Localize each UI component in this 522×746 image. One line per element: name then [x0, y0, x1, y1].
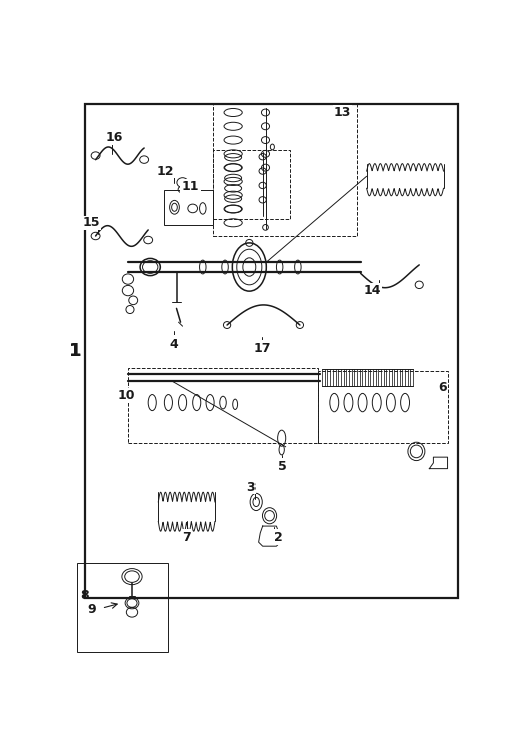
- Text: 11: 11: [181, 180, 198, 193]
- Text: 13: 13: [334, 107, 351, 120]
- Text: 3: 3: [246, 480, 255, 494]
- Text: 11: 11: [183, 181, 200, 194]
- Text: 7: 7: [182, 531, 191, 544]
- Text: 13: 13: [334, 106, 351, 119]
- Text: 17: 17: [254, 341, 271, 354]
- Text: 15: 15: [83, 216, 100, 229]
- Text: 12: 12: [157, 165, 174, 178]
- Text: 8: 8: [80, 589, 89, 601]
- Text: 14: 14: [364, 284, 382, 297]
- Text: 9: 9: [87, 603, 96, 616]
- Text: 6: 6: [438, 380, 447, 394]
- Text: 15: 15: [83, 216, 100, 229]
- Text: 7: 7: [182, 530, 191, 543]
- Text: 12: 12: [157, 165, 174, 178]
- Text: 2: 2: [273, 530, 282, 543]
- Text: 4: 4: [169, 336, 178, 349]
- Text: 5: 5: [277, 459, 286, 471]
- Text: 1: 1: [69, 342, 81, 360]
- Text: 2: 2: [274, 531, 283, 544]
- Text: 17: 17: [254, 342, 271, 355]
- Text: 4: 4: [169, 338, 178, 351]
- Text: 5: 5: [278, 460, 287, 473]
- Text: 16: 16: [106, 131, 123, 144]
- Text: 14: 14: [364, 284, 382, 297]
- Text: 16: 16: [103, 131, 121, 144]
- Text: 1: 1: [69, 342, 81, 360]
- Text: 3: 3: [247, 480, 256, 494]
- Text: 10: 10: [118, 389, 136, 401]
